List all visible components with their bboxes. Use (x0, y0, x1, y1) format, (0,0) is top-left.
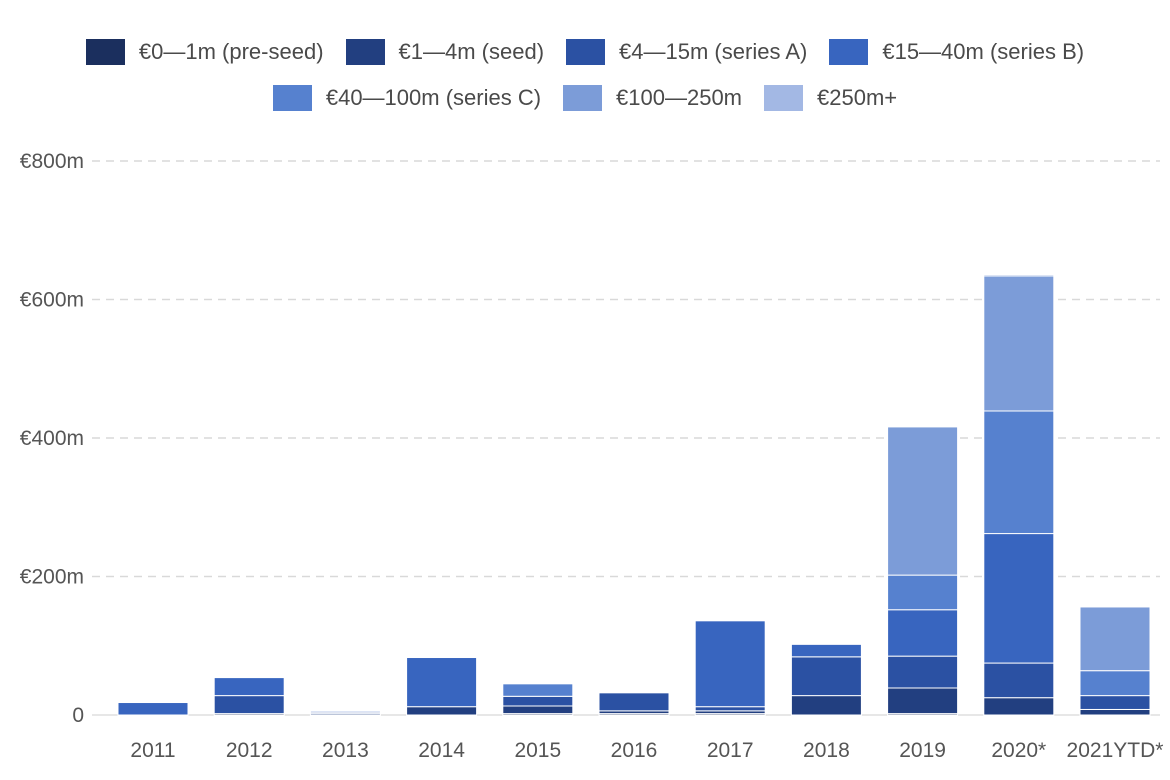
bar-segment (213, 695, 285, 715)
bar-segment (502, 695, 574, 707)
bar-segment (117, 702, 189, 716)
x-tick-label: 2013 (322, 739, 369, 762)
legend-item: €100—250m (563, 85, 742, 111)
bar-segment (694, 620, 766, 708)
bar-segment (790, 656, 862, 697)
y-tick-label: €400m (20, 427, 84, 450)
y-tick-label: €600m (20, 289, 84, 312)
x-tick-label: 2012 (226, 739, 273, 762)
bar-segment (983, 533, 1055, 664)
legend-swatch (566, 39, 606, 65)
legend-label: €4—15m (series A) (619, 39, 808, 64)
bar-segment (887, 655, 959, 689)
bar-segment (983, 274, 1055, 277)
bar-segment (983, 410, 1055, 535)
bar-segment (983, 662, 1055, 699)
legend-label: €100—250m (616, 85, 743, 110)
bar-segment (1079, 708, 1151, 716)
legend-label: €1—4m (seed) (398, 39, 545, 64)
legend-label: €0—1m (pre-seed) (138, 39, 324, 64)
y-tick-label: 0 (72, 704, 84, 727)
legend-swatch (563, 85, 603, 111)
legend-label: €250m+ (817, 85, 898, 110)
bar-segment (1079, 695, 1151, 710)
legend-item: €40—100m (series C) (272, 85, 542, 111)
legend-row: €0—1m (pre-seed) €1—4m (seed) €4—15m (seri… (0, 37, 1170, 67)
legend-swatch (764, 85, 804, 111)
x-tick-label: 2016 (611, 739, 658, 762)
x-axis-tick-labels: 2011 2012 2013 2014 2015 2016 2017 2018 2019 2020… (130, 739, 1163, 762)
y-tick-label: €200m (20, 566, 84, 589)
bar-segment (213, 677, 285, 697)
bar-segment (502, 683, 574, 697)
bar-segment (598, 692, 670, 712)
legend-item: €15—40m (series B) (829, 39, 1084, 65)
bar-segment (406, 706, 478, 716)
x-tick-label: 2015 (514, 739, 561, 762)
bar-segment (1079, 670, 1151, 697)
legend-label: €15—40m (series B) (882, 39, 1085, 64)
x-tick-label: 2020* (991, 739, 1046, 762)
bar-segment (790, 695, 862, 716)
bar-segment (790, 643, 862, 658)
bar-segment (887, 687, 959, 715)
x-tick-label: 2018 (803, 739, 850, 762)
y-axis-tick-labels: 0 €200m €400m €600m €800m (20, 150, 84, 727)
bars (117, 274, 1151, 716)
legend-swatch (345, 39, 385, 65)
bar-segment (983, 275, 1055, 412)
bar-segment (1079, 606, 1151, 672)
bar-segment (694, 706, 766, 712)
legend-item: €1—4m (seed) (345, 39, 545, 65)
x-tick-label: 2014 (418, 739, 465, 762)
legend-item: €4—15m (series A) (566, 39, 807, 65)
y-tick-label: €800m (20, 150, 84, 173)
legend-swatch (85, 39, 125, 65)
bar-segment (502, 705, 574, 715)
bar-segment (887, 426, 959, 576)
bar-segment (887, 609, 959, 657)
legend-swatch (272, 85, 312, 111)
legend-item: €250m+ (764, 85, 897, 111)
legend-item: €0—1m (pre-seed) (85, 39, 324, 65)
x-tick-label: 2019 (899, 739, 946, 762)
bar-segment (983, 697, 1055, 716)
x-tick-label: 2021YTD* (1067, 739, 1164, 762)
x-tick-label: 2011 (130, 739, 175, 762)
legend-row: €40—100m (series C) €100—250m €250m+ (0, 83, 1170, 113)
bar-segment (406, 657, 478, 708)
legend-swatch (829, 39, 869, 65)
bar-segment (309, 710, 381, 713)
x-tick-label: 2017 (707, 739, 754, 762)
bar-segment (887, 574, 959, 611)
legend-label: €40—100m (series C) (325, 85, 542, 110)
